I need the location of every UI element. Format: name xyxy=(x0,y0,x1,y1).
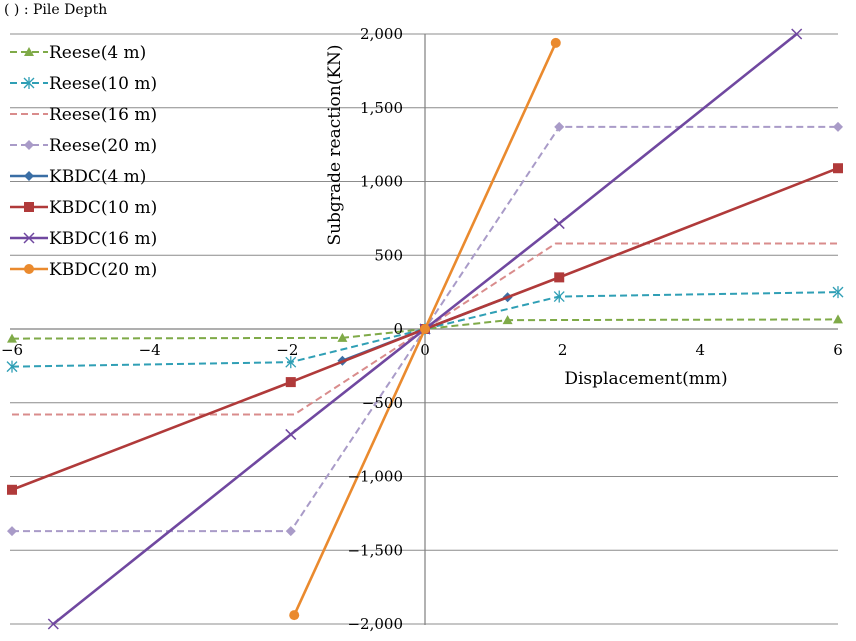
data-point xyxy=(502,315,513,325)
series-layer xyxy=(6,28,844,630)
legend-marker xyxy=(24,140,34,150)
data-point xyxy=(833,314,843,324)
y-axis-title: Subgrade reaction(KN) xyxy=(325,44,345,245)
legend-label: KBDC(10 m) xyxy=(49,198,157,218)
legend-marker xyxy=(23,77,35,89)
data-point xyxy=(833,121,843,132)
data-point xyxy=(554,121,565,132)
marker-stroke xyxy=(23,232,35,244)
data-point xyxy=(6,360,18,373)
data-point xyxy=(791,28,803,40)
legend-item: Reese(20 m) xyxy=(10,136,157,156)
x-tick-label: −2 xyxy=(276,341,298,359)
marker-stroke xyxy=(285,428,297,440)
y-tick-label: 1,000 xyxy=(360,173,403,191)
legend-label: Reese(4 m) xyxy=(49,43,146,63)
series-8 xyxy=(289,37,561,621)
grid xyxy=(10,33,838,625)
x-tick-label: 2 xyxy=(558,341,568,359)
data-point xyxy=(47,618,59,630)
y-tick-label: 2,000 xyxy=(360,25,403,43)
y-tick-label: −1,500 xyxy=(347,541,403,559)
data-point xyxy=(553,218,565,230)
data-point xyxy=(7,526,17,537)
x-tick-label: −6 xyxy=(1,341,23,359)
y-tick-label: −2,000 xyxy=(347,615,403,633)
legend-label: Reese(16 m) xyxy=(49,105,157,125)
x-tick-label: 6 xyxy=(833,341,843,359)
marker-stroke xyxy=(553,218,565,230)
legend-label: Reese(10 m) xyxy=(49,74,157,94)
data-point xyxy=(553,290,565,303)
legend-marker xyxy=(24,171,34,181)
x-tick-label: −4 xyxy=(139,341,161,359)
data-point xyxy=(833,163,843,174)
legend-marker xyxy=(24,47,34,56)
legend-item: KBDC(16 m) xyxy=(10,229,157,249)
legend-item: Reese(4 m) xyxy=(10,43,146,63)
data-point xyxy=(7,484,17,495)
legend-item: KBDC(4 m) xyxy=(10,167,146,187)
legend-label: Reese(20 m) xyxy=(49,136,157,156)
data-point xyxy=(285,377,296,388)
tick-labels: 2,000 1,500 1,000 500 0 −500 −1,000 −1,500 −2,00… xyxy=(1,25,843,633)
data-point xyxy=(7,333,17,343)
data-point xyxy=(550,37,561,48)
y-tick-label: 1,500 xyxy=(360,99,403,117)
legend: Reese(4 m) Reese(10 m) Reese(16 m) Reese(20… xyxy=(10,43,157,280)
legend-label: KBDC(4 m) xyxy=(49,167,146,187)
series-line xyxy=(12,242,838,416)
y-tick-label: 0 xyxy=(393,320,403,338)
legend-marker xyxy=(24,264,34,274)
data-point xyxy=(289,610,300,621)
data-point xyxy=(337,332,348,342)
marker-stroke xyxy=(791,28,803,40)
pile-depth-note: ( ) : Pile Depth xyxy=(4,2,108,18)
x-tick-label: 0 xyxy=(420,341,430,359)
data-point xyxy=(285,356,297,369)
legend-item: KBDC(20 m) xyxy=(10,260,157,280)
legend-item: KBDC(10 m) xyxy=(10,198,157,218)
data-point xyxy=(285,428,297,440)
data-point xyxy=(832,286,844,299)
data-point xyxy=(554,272,565,283)
data-point xyxy=(285,526,296,537)
legend-item: Reese(16 m) xyxy=(10,105,157,125)
x-tick-label: 4 xyxy=(696,341,706,359)
legend-label: KBDC(16 m) xyxy=(49,229,157,249)
legend-marker xyxy=(23,232,35,244)
legend-label: KBDC(20 m) xyxy=(49,260,157,280)
y-tick-label: −500 xyxy=(362,394,403,412)
marker-stroke xyxy=(47,618,59,630)
y-tick-label: 500 xyxy=(374,246,403,264)
y-tick-label: −1,000 xyxy=(347,468,403,486)
legend-item: Reese(10 m) xyxy=(10,74,157,94)
legend-marker xyxy=(24,202,34,212)
data-point xyxy=(420,324,430,334)
series-3 xyxy=(12,242,838,416)
x-axis-title: Displacement(mm) xyxy=(564,369,727,389)
